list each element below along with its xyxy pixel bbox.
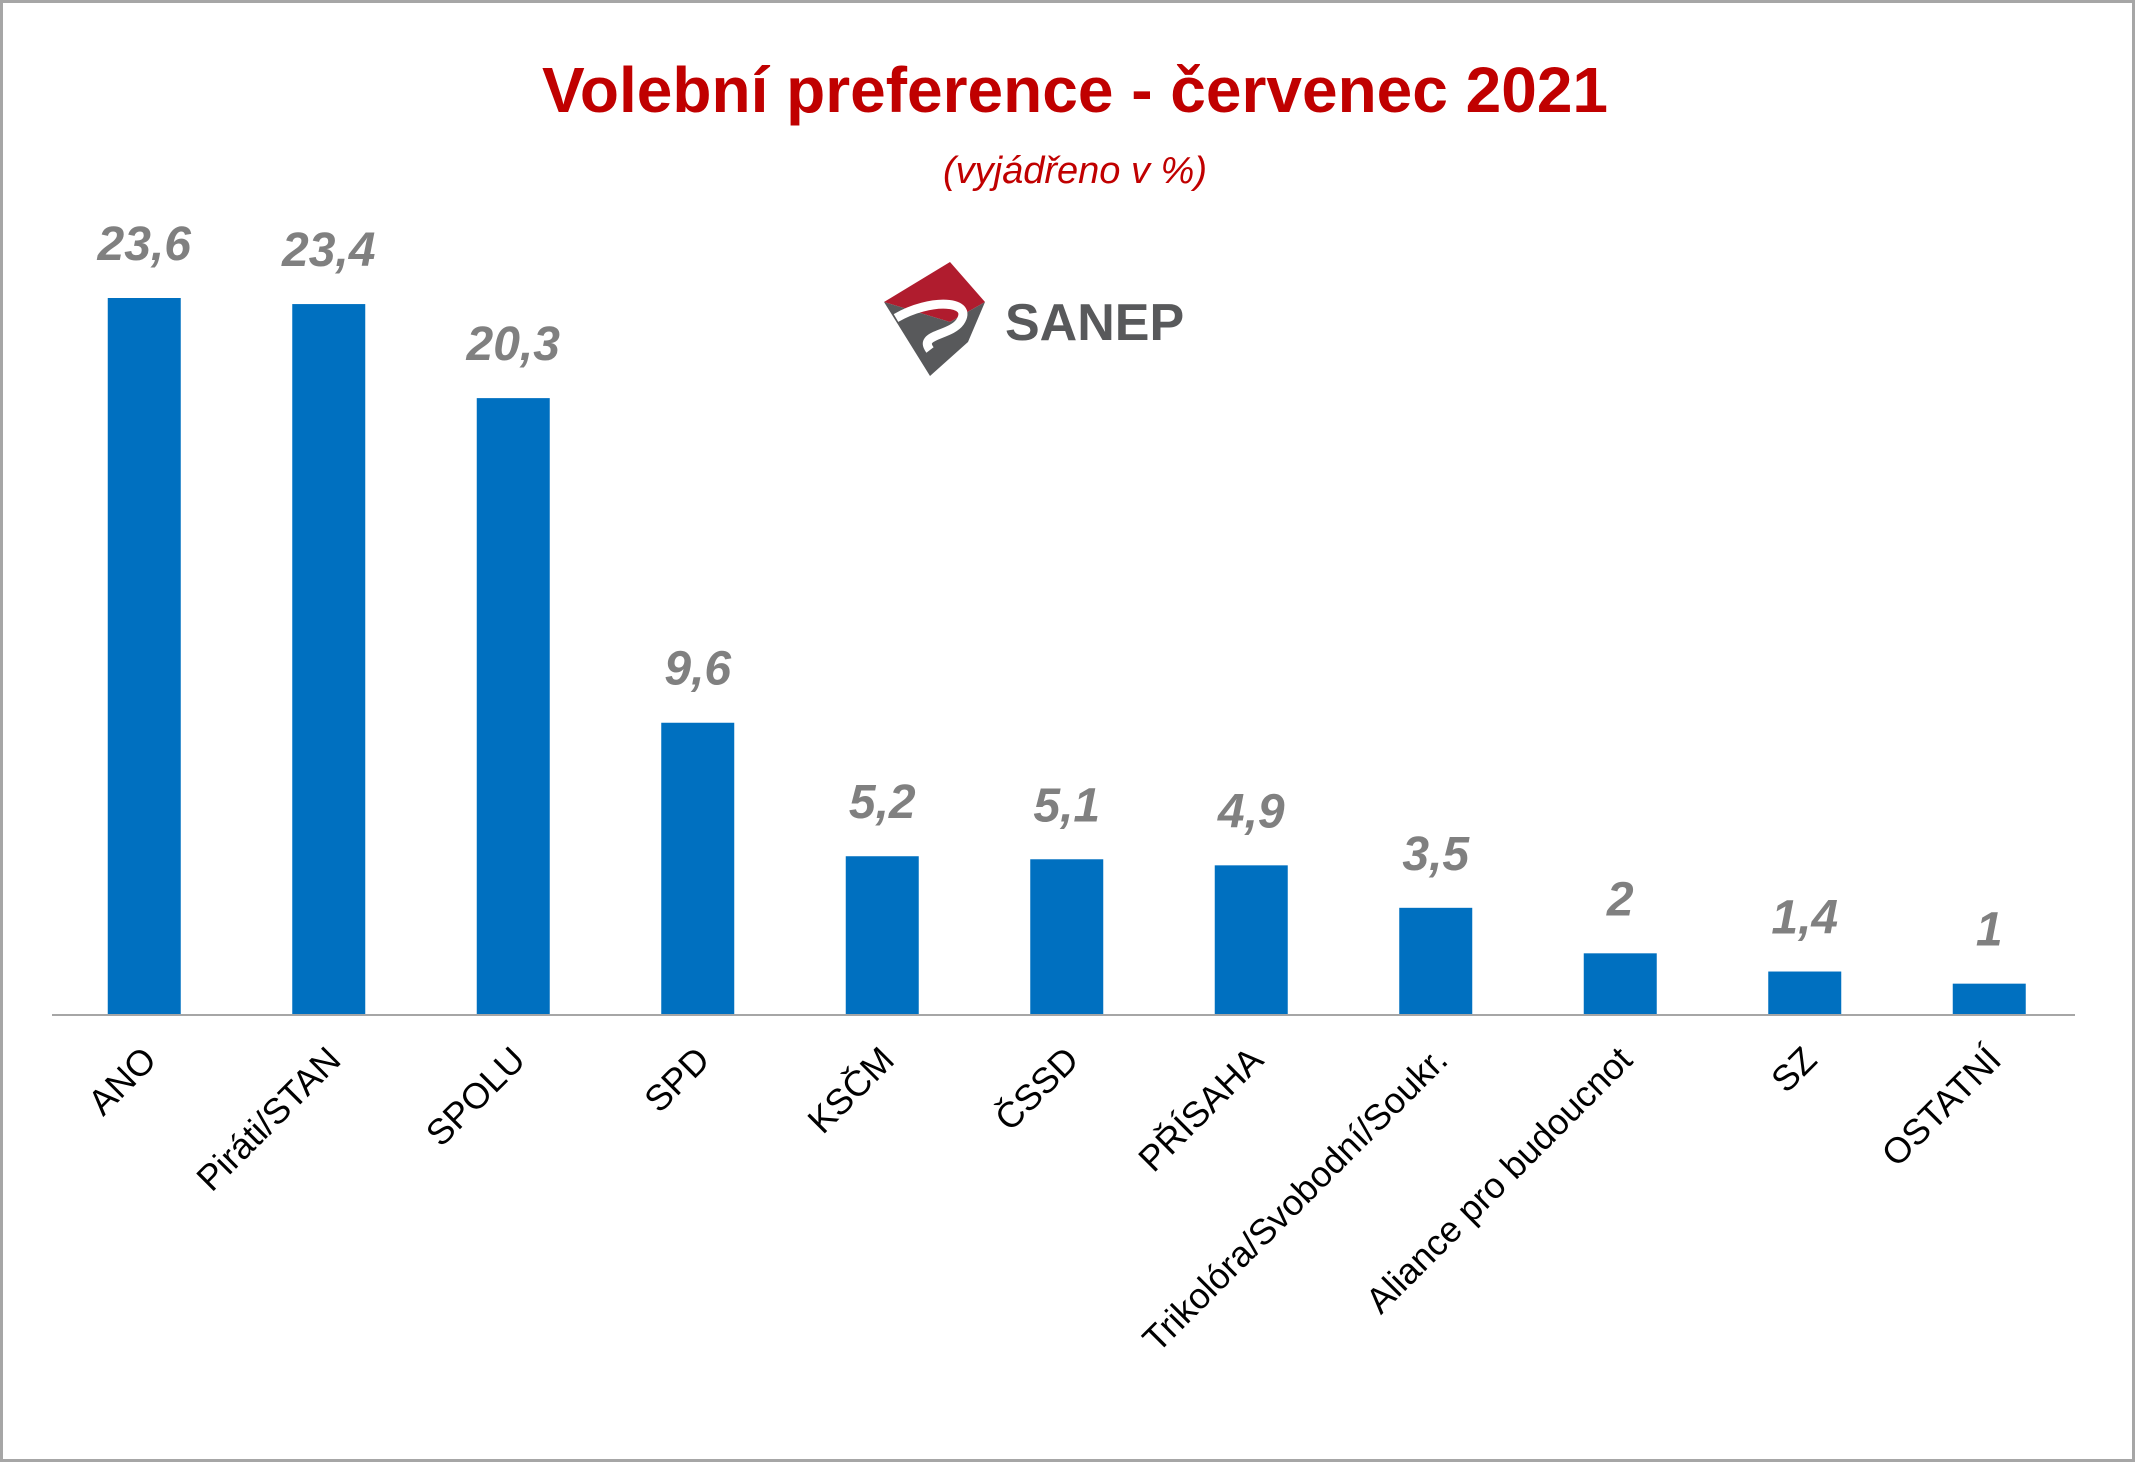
value-label-0: 23,6 — [97, 218, 192, 271]
bar-1 — [292, 304, 366, 1014]
category-label-1: Piráti/STAN — [188, 1039, 348, 1199]
category-label-10: OSTATNÍ — [1873, 1039, 2009, 1175]
chart-subtitle: (vyjádřeno v %) — [943, 150, 1207, 192]
value-label-6: 4,9 — [1217, 785, 1285, 838]
value-label-1: 23,4 — [281, 224, 375, 277]
bar-2 — [476, 398, 550, 1014]
value-label-2: 20,3 — [466, 318, 561, 371]
chart-title: Volební preference - červenec 2021 — [542, 54, 1608, 126]
value-label-5: 5,1 — [1033, 779, 1100, 832]
category-label-0: ANO — [80, 1039, 164, 1123]
category-label-5: ČSSD — [987, 1039, 1087, 1139]
category-label-7: Trikolóra/Svobodní/Soukr. — [1134, 1039, 1455, 1360]
sanep-logo-text: SANEP — [1005, 294, 1184, 352]
bar-4 — [845, 856, 919, 1014]
bar-10 — [1952, 983, 2026, 1014]
category-label-3: SPD — [636, 1039, 717, 1120]
bar-0 — [107, 298, 181, 1014]
bar-7 — [1399, 907, 1473, 1014]
value-label-7: 3,5 — [1402, 828, 1470, 881]
sanep-logo-icon — [884, 262, 985, 376]
value-label-9: 1,4 — [1771, 892, 1838, 945]
bar-5 — [1030, 859, 1104, 1014]
bar-3 — [661, 722, 735, 1014]
sanep-logo: SANEP — [884, 262, 1184, 376]
bar-8 — [1583, 953, 1657, 1014]
bar-9 — [1768, 971, 1842, 1014]
value-label-3: 9,6 — [664, 643, 731, 696]
category-label-2: SPOLU — [418, 1039, 533, 1154]
category-label-6: PŘÍSAHA — [1130, 1039, 1271, 1180]
value-label-10: 1 — [1976, 904, 2003, 957]
value-label-4: 5,2 — [849, 776, 916, 829]
category-label-4: KSČM — [799, 1039, 902, 1142]
category-label-9: SZ — [1763, 1039, 1825, 1101]
bar-6 — [1214, 865, 1288, 1014]
value-label-8: 2 — [1606, 873, 1634, 926]
